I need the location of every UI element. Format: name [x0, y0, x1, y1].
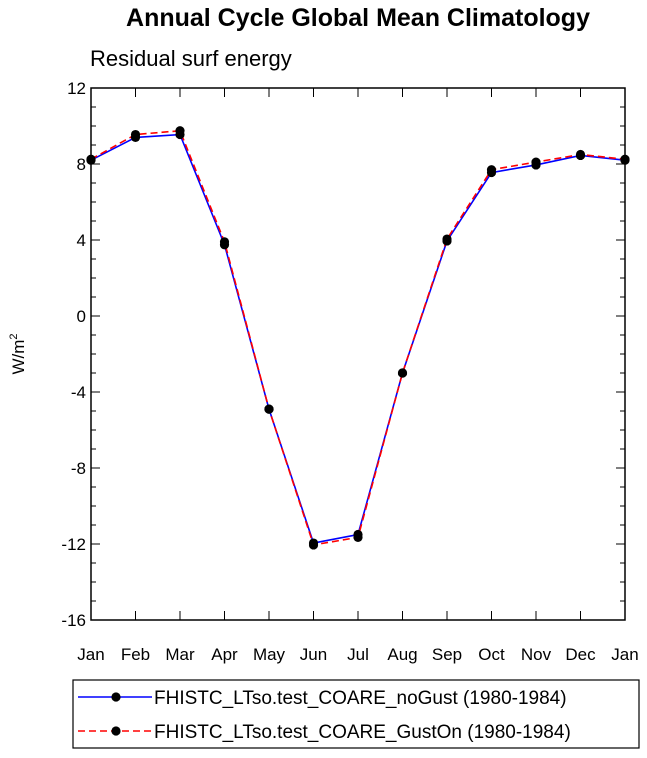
x-tick-label: Jun	[300, 645, 327, 664]
series-1-point	[308, 540, 319, 550]
x-tick-label: Jan	[77, 645, 104, 664]
chart-subtitle: Residual surf energy	[90, 46, 292, 71]
x-tick-label: Dec	[565, 645, 596, 664]
x-tick-label: Oct	[478, 645, 505, 664]
series-1-point	[486, 165, 497, 175]
x-tick-label: Aug	[387, 645, 417, 664]
y-tick-label: -16	[61, 611, 86, 630]
series-1-point	[130, 129, 141, 140]
series-1-point	[219, 237, 230, 247]
x-tick-label: Jul	[347, 645, 369, 664]
x-axis: Jan Feb Mar Apr May Jun Jul Aug Sep Oct Nov Dec Jan	[77, 88, 639, 664]
y-axis: 12 8 4 0 -4 -8 -12 -16	[61, 79, 625, 630]
series-line-0	[90, 133, 626, 544]
x-tick-label: Sep	[432, 645, 462, 664]
x-tick-label: Apr	[211, 645, 238, 664]
y-tick-label: -4	[71, 383, 86, 402]
legend-label-0: FHISTC_LTso.test_COARE_noGust (1980-1984…	[154, 688, 567, 709]
x-tick-label: Mar	[165, 645, 195, 664]
legend-box	[72, 679, 640, 749]
y-tick-label: -8	[71, 459, 86, 478]
legend: FHISTC_LTso.test_COARE_noGust (1980-1984…	[72, 679, 640, 749]
series-1-point	[531, 157, 541, 167]
series-1-point	[575, 149, 586, 160]
y-axis-label: W/m2	[8, 333, 28, 374]
y-tick-label: 12	[67, 79, 86, 98]
x-tick-label: Nov	[521, 645, 552, 664]
legend-label-1: FHISTC_LTso.test_COARE_GustOn (1980-1984…	[154, 722, 571, 743]
series-layer	[86, 126, 630, 550]
series-1-point	[264, 404, 274, 414]
y-tick-label: -12	[61, 535, 86, 554]
series-1-point	[353, 532, 363, 542]
legend-marker-1	[111, 726, 121, 736]
y-tick-label: 8	[77, 155, 86, 174]
x-tick-label: Feb	[121, 645, 150, 664]
series-1-point	[442, 234, 452, 244]
series-1-point	[397, 368, 408, 378]
y-axis-label-text: W/m	[9, 340, 28, 375]
x-tick-label: May	[253, 645, 286, 664]
series-line-1	[90, 129, 626, 546]
series-1-point	[175, 126, 185, 136]
y-axis-label-superscript: 2	[8, 333, 20, 339]
y-tick-label: 0	[77, 307, 86, 326]
y-tick-label: 4	[77, 231, 86, 250]
chart-title: Annual Cycle Global Mean Climatology	[126, 4, 590, 32]
x-tick-label: Jan	[611, 645, 638, 664]
legend-marker-0	[111, 692, 121, 702]
plot-frame	[90, 87, 626, 621]
